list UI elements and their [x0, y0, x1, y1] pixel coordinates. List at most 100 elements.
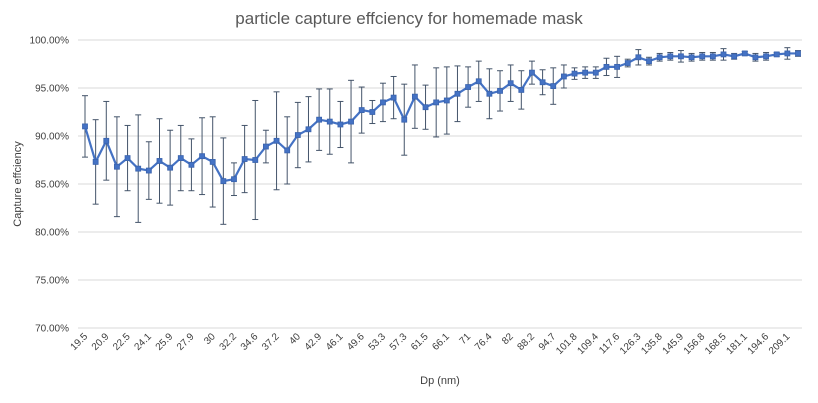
x-tick-label: 71: [458, 331, 474, 347]
y-tick-label: 85.00%: [35, 180, 69, 191]
x-tick-label: 194.6: [746, 331, 772, 357]
x-tick-label: 24.1: [132, 331, 154, 353]
x-tick-label: 181.1: [724, 331, 750, 357]
x-tick-label: 57.3: [388, 331, 410, 353]
x-tick-label: 156.8: [682, 331, 708, 357]
data-point: [582, 69, 589, 76]
y-tick-label: 95.00%: [35, 84, 69, 95]
data-point: [156, 158, 163, 164]
data-point: [773, 51, 780, 58]
data-point: [199, 153, 205, 160]
data-point: [741, 50, 748, 57]
data-point: [688, 54, 695, 61]
data-point: [316, 116, 323, 123]
data-point: [795, 50, 801, 57]
x-tick-label: 25.9: [154, 331, 176, 353]
data-point: [252, 157, 259, 163]
data-point: [603, 63, 610, 70]
data-point: [337, 121, 344, 128]
x-tick-label: 30: [202, 331, 218, 347]
data-point: [82, 123, 88, 130]
x-tick-label: 117.6: [597, 331, 622, 356]
data-point: [571, 70, 578, 77]
x-tick-label: 40: [287, 331, 303, 347]
x-tick-label: 126.3: [618, 331, 644, 357]
x-tick-label: 145.9: [661, 331, 687, 357]
data-point: [433, 99, 440, 106]
data-point: [348, 118, 354, 125]
data-point: [731, 53, 738, 60]
data-point: [209, 159, 216, 165]
x-tick-label: 19.5: [69, 331, 91, 353]
x-tick-label: 22.5: [111, 331, 133, 353]
data-point: [284, 147, 291, 154]
data-point: [422, 104, 429, 111]
data-point: [263, 143, 269, 150]
data-point: [624, 60, 631, 66]
y-tick-label: 90.00%: [35, 132, 69, 143]
data-point: [135, 165, 142, 172]
x-tick-label: 53.3: [367, 331, 389, 353]
data-point: [177, 155, 184, 161]
y-tick-label: 80.00%: [35, 228, 69, 239]
x-tick-label: 37.2: [260, 331, 282, 353]
data-point: [646, 58, 652, 65]
gridlines: [78, 39, 802, 329]
data-point: [699, 53, 706, 60]
data-point: [752, 54, 759, 61]
data-point: [273, 137, 280, 144]
data-point: [550, 83, 557, 89]
x-tick-label: 109.4: [575, 331, 601, 357]
data-point: [539, 79, 546, 86]
data-point: [507, 80, 514, 87]
x-tick-label: 34.6: [239, 331, 261, 353]
x-tick-label: 49.6: [345, 331, 367, 353]
data-point: [326, 118, 333, 125]
data-point: [241, 156, 248, 162]
chart-title: particle capture effciency for homemade …: [235, 9, 583, 28]
x-tick-label: 46.1: [324, 331, 346, 353]
data-point: [124, 155, 131, 161]
data-point: [497, 87, 503, 94]
x-tick-label: 27.9: [175, 331, 197, 353]
x-tick-label: 42.9: [303, 331, 325, 353]
data-point: [784, 50, 791, 57]
x-tick-label: 20.9: [90, 331, 112, 353]
data-point: [678, 53, 684, 60]
x-tick-label: 135.8: [639, 331, 665, 357]
y-tick-label: 70.00%: [35, 324, 69, 335]
y-axis-label: Capture effciency: [12, 141, 24, 227]
data-point: [656, 54, 663, 61]
x-tick-label: 66.1: [430, 331, 452, 353]
x-tick-label: 88.2: [516, 331, 538, 353]
data-point: [465, 84, 472, 90]
y-tick-label: 75.00%: [35, 276, 69, 287]
data-point: [369, 109, 376, 115]
data-point: [390, 94, 397, 101]
data-point: [560, 73, 567, 80]
x-tick-label: 32.2: [218, 331, 240, 353]
y-tick-label: 100.00%: [30, 36, 70, 47]
data-point: [92, 159, 99, 165]
x-axis-label: Dp (nm): [420, 375, 460, 387]
data-point: [103, 137, 110, 144]
data-point: [188, 161, 195, 168]
data-point: [220, 178, 227, 185]
data-point: [114, 163, 120, 170]
x-tick-label: 101.8: [554, 331, 580, 357]
data-point: [720, 51, 727, 58]
data-point: [475, 78, 482, 85]
x-tick-label: 168.5: [703, 331, 729, 357]
data-point: [529, 69, 535, 76]
data-point: [401, 116, 408, 123]
data-point: [635, 54, 642, 61]
data-point: [305, 126, 312, 133]
data-point: [380, 99, 386, 106]
x-tick-label: 209.1: [767, 331, 793, 357]
data-point: [443, 97, 450, 104]
data-point: [411, 93, 418, 100]
x-axis-ticks: 19.5 20.9 22.5 24.1 25.9 27.9 30 32.2 34.6 37.2 40…: [69, 331, 793, 357]
data-point: [358, 107, 365, 113]
data-point: [167, 164, 174, 171]
